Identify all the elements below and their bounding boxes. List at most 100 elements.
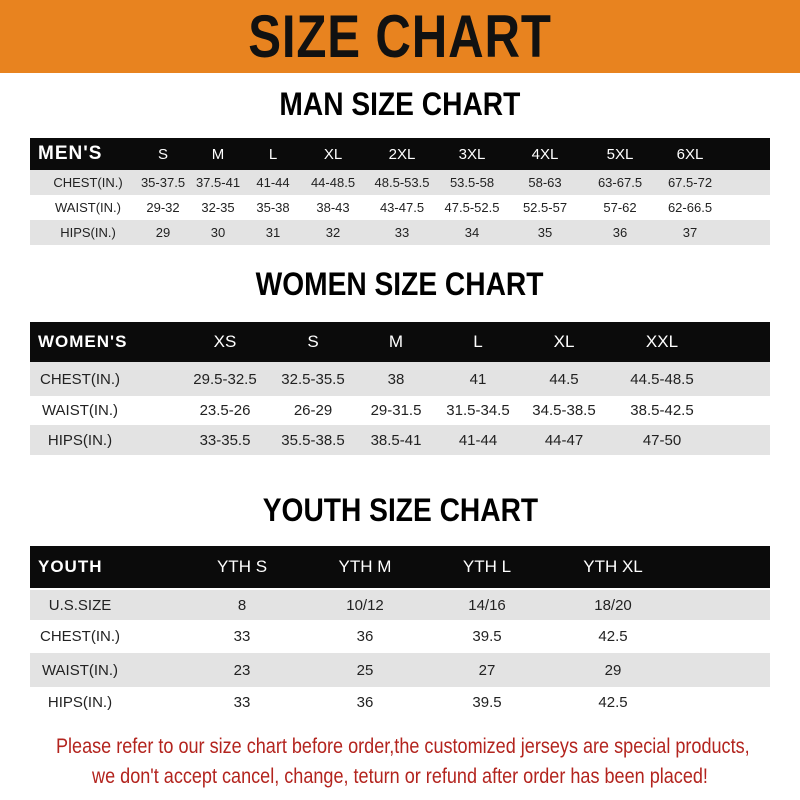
- measurement-value: 43-47.5: [379, 200, 425, 215]
- table-header-row: YOUTH YTH S YTH M YTH L YTH XL: [30, 546, 770, 588]
- table-row: CHEST(IN.) 29.5-32.5 32.5-35.5 38 41 44.5 44.5…: [30, 362, 770, 396]
- measurement-value: 32-35: [201, 200, 235, 215]
- table-header-row: WOMEN'S XS S M L XL XXL: [30, 322, 770, 362]
- measurement-value: 38: [387, 370, 405, 388]
- size-header-cell: S: [157, 145, 169, 163]
- measurement-value: 36: [356, 694, 374, 711]
- measurement-value: 57-62: [603, 200, 637, 215]
- measurement-value: 34.5-38.5: [532, 402, 596, 419]
- measurement-label: CHEST(IN.): [53, 175, 123, 190]
- measurement-value: 42.5: [598, 694, 628, 711]
- measurement-value: 41-44: [256, 175, 290, 190]
- measurement-value: 48.5-53.5: [374, 175, 430, 190]
- measurement-value: 26-29: [293, 402, 333, 419]
- measurement-value: 14/16: [468, 596, 506, 614]
- size-header-cell: XS: [213, 332, 237, 351]
- table-row: CHEST(IN.) 35-37.5 37.5-41 41-44 44-48.5 48.5…: [30, 170, 770, 195]
- size-header-cell: YTH L: [462, 557, 512, 576]
- measurement-value: 42.5: [598, 628, 628, 645]
- measurement-value: 23: [233, 661, 251, 679]
- measurement-value: 38.5-41: [370, 431, 422, 449]
- measurement-label: HIPS(IN.): [60, 225, 116, 240]
- banner-title: SIZE CHART: [248, 3, 552, 70]
- table-row: WAIST(IN.) 23 25 27 29: [30, 653, 770, 687]
- table-row: HIPS(IN.) 33-35.5 35.5-38.5 38.5-41 41-44 44-…: [30, 425, 770, 455]
- measurement-value: 38.5-42.5: [630, 402, 694, 419]
- notice-line-1: Please refer to our size chart before or…: [56, 735, 750, 758]
- table-title-cell: YOUTH: [38, 557, 103, 576]
- measurement-value: 23.5-26: [199, 402, 251, 419]
- measurement-value: 41: [469, 370, 487, 388]
- measurement-value: 35-37.5: [140, 175, 186, 190]
- measurement-value: 32.5-35.5: [281, 370, 345, 388]
- youth-title: YOUTH SIZE CHART: [262, 492, 538, 528]
- measurement-label: WAIST(IN.): [41, 661, 119, 679]
- measurement-value: 37.5-41: [195, 175, 241, 190]
- measurement-value: 41-44: [458, 431, 498, 449]
- size-header-cell: 6XL: [676, 145, 704, 163]
- measurement-value: 27: [478, 661, 496, 679]
- measurement-value: 33: [233, 694, 251, 711]
- measurement-value: 18/20: [594, 596, 632, 614]
- measurement-value: 33-35.5: [199, 431, 251, 449]
- measurement-label: WAIST(IN.): [41, 402, 119, 419]
- size-header-cell: 5XL: [606, 145, 634, 163]
- measurement-value: 34: [464, 225, 480, 240]
- measurement-label: HIPS(IN.): [47, 694, 113, 711]
- measurement-value: 58-63: [528, 175, 562, 190]
- measurement-label: HIPS(IN.): [47, 431, 113, 449]
- size-header-cell: S: [307, 332, 319, 351]
- size-header-cell: 2XL: [388, 145, 416, 163]
- notice: Please refer to our size chart before or…: [0, 732, 800, 792]
- measurement-value: 29: [604, 661, 622, 679]
- size-header-cell: 3XL: [458, 145, 486, 163]
- measurement-value: 67.5-72: [667, 175, 713, 190]
- measurement-value: 35-38: [256, 200, 290, 215]
- size-header-cell: YTH M: [338, 557, 392, 576]
- measurement-value: 39.5: [472, 628, 502, 645]
- size-header-cell: YTH XL: [583, 557, 643, 576]
- measurement-value: 47-50: [642, 431, 682, 449]
- size-header-cell: XL: [553, 332, 575, 351]
- size-header-cell: M: [211, 145, 225, 163]
- table-row: WAIST(IN.) 29-32 32-35 35-38 38-43 43-47.5 47.…: [30, 195, 770, 220]
- table-row: CHEST(IN.) 33 36 39.5 42.5: [30, 620, 770, 653]
- size-header-cell: XXL: [645, 332, 679, 351]
- banner: SIZE CHART: [0, 0, 800, 73]
- men-title: MAN SIZE CHART: [279, 86, 521, 122]
- measurement-value: 32: [325, 225, 341, 240]
- size-header-cell: YTH S: [216, 557, 268, 576]
- measurement-label: WAIST(IN.): [55, 200, 121, 215]
- measurement-label: CHEST(IN.): [40, 370, 120, 388]
- size-header-cell: 4XL: [531, 145, 559, 163]
- measurement-value: 36: [612, 225, 628, 240]
- measurement-value: 8: [237, 596, 247, 614]
- measurement-value: 29.5-32.5: [193, 370, 257, 388]
- measurement-value: 37: [682, 225, 698, 240]
- measurement-value: 35: [537, 225, 553, 240]
- size-header-cell: M: [388, 332, 404, 351]
- measurement-value: 44.5-48.5: [630, 370, 694, 388]
- size-header-cell: L: [268, 145, 278, 163]
- measurement-value: 10/12: [346, 596, 384, 614]
- measurement-label: U.S.SIZE: [48, 596, 112, 614]
- measurement-value: 30: [210, 225, 226, 240]
- table-row: U.S.SIZE 8 10/12 14/16 18/20: [30, 590, 770, 620]
- measurement-value: 38-43: [316, 200, 350, 215]
- measurement-value: 31.5-34.5: [446, 402, 510, 419]
- measurement-value: 53.5-58: [449, 175, 495, 190]
- measurement-value: 52.5-57: [522, 200, 568, 215]
- measurement-value: 36: [356, 628, 374, 645]
- measurement-value: 39.5: [472, 694, 502, 711]
- size-header-cell: XL: [323, 145, 343, 163]
- measurement-value: 62-66.5: [667, 200, 713, 215]
- size-header-cell: L: [473, 332, 483, 351]
- measurement-label: CHEST(IN.): [40, 628, 120, 645]
- measurement-value: 44.5: [549, 370, 579, 388]
- measurement-value: 29: [155, 225, 171, 240]
- measurement-value: 29-31.5: [370, 402, 422, 419]
- table-header-row: MEN'S S M L XL 2XL 3XL 4XL 5XL 6XL: [30, 138, 770, 170]
- measurement-value: 35.5-38.5: [281, 431, 345, 449]
- measurement-value: 63-67.5: [597, 175, 643, 190]
- women-title: WOMEN SIZE CHART: [256, 266, 544, 302]
